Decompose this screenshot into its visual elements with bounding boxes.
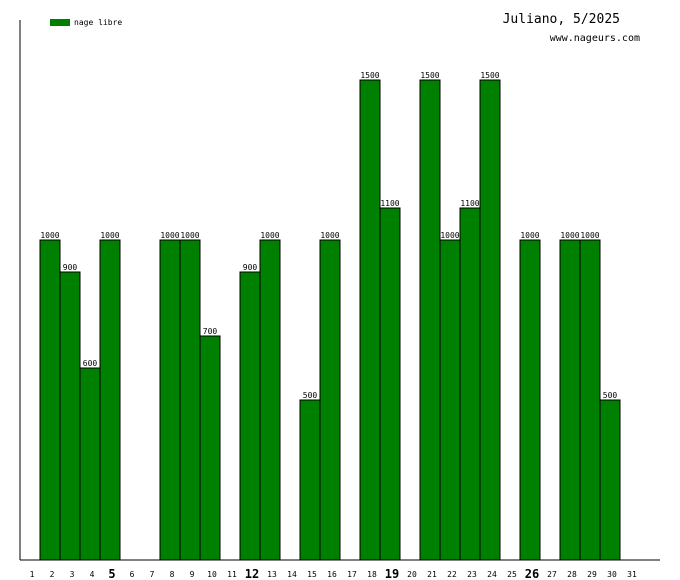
value-label-day-3: 900 bbox=[63, 263, 78, 272]
chart-title: Juliano, 5/2025 bbox=[503, 12, 620, 27]
x-tick-27: 27 bbox=[547, 570, 557, 579]
value-label-day-15: 500 bbox=[303, 391, 318, 400]
x-tick-16: 16 bbox=[327, 570, 337, 579]
x-tick-23: 23 bbox=[467, 570, 477, 579]
value-label-day-28: 1000 bbox=[560, 231, 579, 240]
value-label-day-13: 1000 bbox=[260, 231, 279, 240]
value-label-day-29: 1000 bbox=[580, 231, 599, 240]
bar-day-23 bbox=[459, 207, 481, 561]
bar-day-28 bbox=[559, 239, 581, 561]
x-tick-20: 20 bbox=[407, 570, 417, 579]
x-tick-5: 5 bbox=[108, 567, 115, 580]
bar-day-4 bbox=[79, 367, 101, 561]
bar-day-22 bbox=[439, 239, 461, 561]
value-label-day-16: 1000 bbox=[320, 231, 339, 240]
bar-day-2 bbox=[39, 239, 61, 561]
value-label-day-19: 1100 bbox=[380, 199, 399, 208]
bar-day-15 bbox=[299, 399, 321, 561]
bar-day-9 bbox=[179, 239, 201, 561]
x-tick-31: 31 bbox=[627, 570, 637, 579]
x-tick-21: 21 bbox=[427, 570, 437, 579]
x-tick-10: 10 bbox=[207, 570, 217, 579]
value-label-day-5: 1000 bbox=[100, 231, 119, 240]
legend-label: nage libre bbox=[74, 18, 122, 27]
legend-swatch bbox=[50, 19, 70, 26]
x-tick-2: 2 bbox=[50, 570, 55, 579]
x-tick-17: 17 bbox=[347, 570, 357, 579]
x-tick-18: 18 bbox=[367, 570, 377, 579]
value-label-day-2: 1000 bbox=[40, 231, 59, 240]
bar-day-3 bbox=[59, 271, 81, 561]
x-tick-22: 22 bbox=[447, 570, 457, 579]
bar-day-5 bbox=[99, 239, 121, 561]
value-label-day-9: 1000 bbox=[180, 231, 199, 240]
bar-day-13 bbox=[259, 239, 281, 561]
value-label-day-23: 1100 bbox=[460, 199, 479, 208]
x-tick-29: 29 bbox=[587, 570, 597, 579]
bar-day-29 bbox=[579, 239, 601, 561]
value-label-day-4: 600 bbox=[83, 359, 98, 368]
x-tick-25: 25 bbox=[507, 570, 517, 579]
bar-day-24 bbox=[479, 79, 501, 561]
bars bbox=[39, 79, 621, 561]
x-tick-8: 8 bbox=[170, 570, 175, 579]
bar-day-21 bbox=[419, 79, 441, 561]
x-tick-6: 6 bbox=[130, 570, 135, 579]
value-label-day-21: 1500 bbox=[420, 71, 439, 80]
value-label-day-22: 1000 bbox=[440, 231, 459, 240]
x-tick-26: 26 bbox=[525, 567, 539, 580]
value-label-day-8: 1000 bbox=[160, 231, 179, 240]
value-label-day-12: 900 bbox=[243, 263, 258, 272]
bar-day-12 bbox=[239, 271, 261, 561]
x-tick-1: 1 bbox=[30, 570, 35, 579]
x-tick-14: 14 bbox=[287, 570, 297, 579]
x-tick-13: 13 bbox=[267, 570, 277, 579]
x-tick-4: 4 bbox=[90, 570, 95, 579]
x-tick-15: 15 bbox=[307, 570, 317, 579]
x-tick-30: 30 bbox=[607, 570, 617, 579]
bar-day-19 bbox=[379, 207, 401, 561]
x-tick-12: 12 bbox=[245, 567, 259, 580]
value-label-day-10: 700 bbox=[203, 327, 218, 336]
x-tick-24: 24 bbox=[487, 570, 497, 579]
x-tick-11: 11 bbox=[227, 570, 237, 579]
legend: nage libre bbox=[50, 18, 122, 27]
value-label-day-30: 500 bbox=[603, 391, 618, 400]
x-tick-3: 3 bbox=[70, 570, 75, 579]
x-tick-labels: 1 2 3 4 5 6 7 8 9 10 11 12 13 14 15 16 17 18 19 20 21 22 23 24 2… bbox=[30, 567, 637, 580]
x-tick-28: 28 bbox=[567, 570, 577, 579]
value-label-day-24: 1500 bbox=[480, 71, 499, 80]
x-tick-19: 19 bbox=[385, 567, 399, 580]
bar-day-30 bbox=[599, 399, 621, 561]
bar-day-18 bbox=[359, 79, 381, 561]
chart-subtitle: www.nageurs.com bbox=[550, 33, 640, 44]
bar-day-16 bbox=[319, 239, 341, 561]
x-tick-9: 9 bbox=[190, 570, 195, 579]
x-tick-7: 7 bbox=[150, 570, 155, 579]
bar-day-8 bbox=[159, 239, 181, 561]
bar-day-10 bbox=[199, 335, 221, 561]
value-label-day-18: 1500 bbox=[360, 71, 379, 80]
value-label-day-26: 1000 bbox=[520, 231, 539, 240]
bar-day-26 bbox=[519, 239, 541, 561]
